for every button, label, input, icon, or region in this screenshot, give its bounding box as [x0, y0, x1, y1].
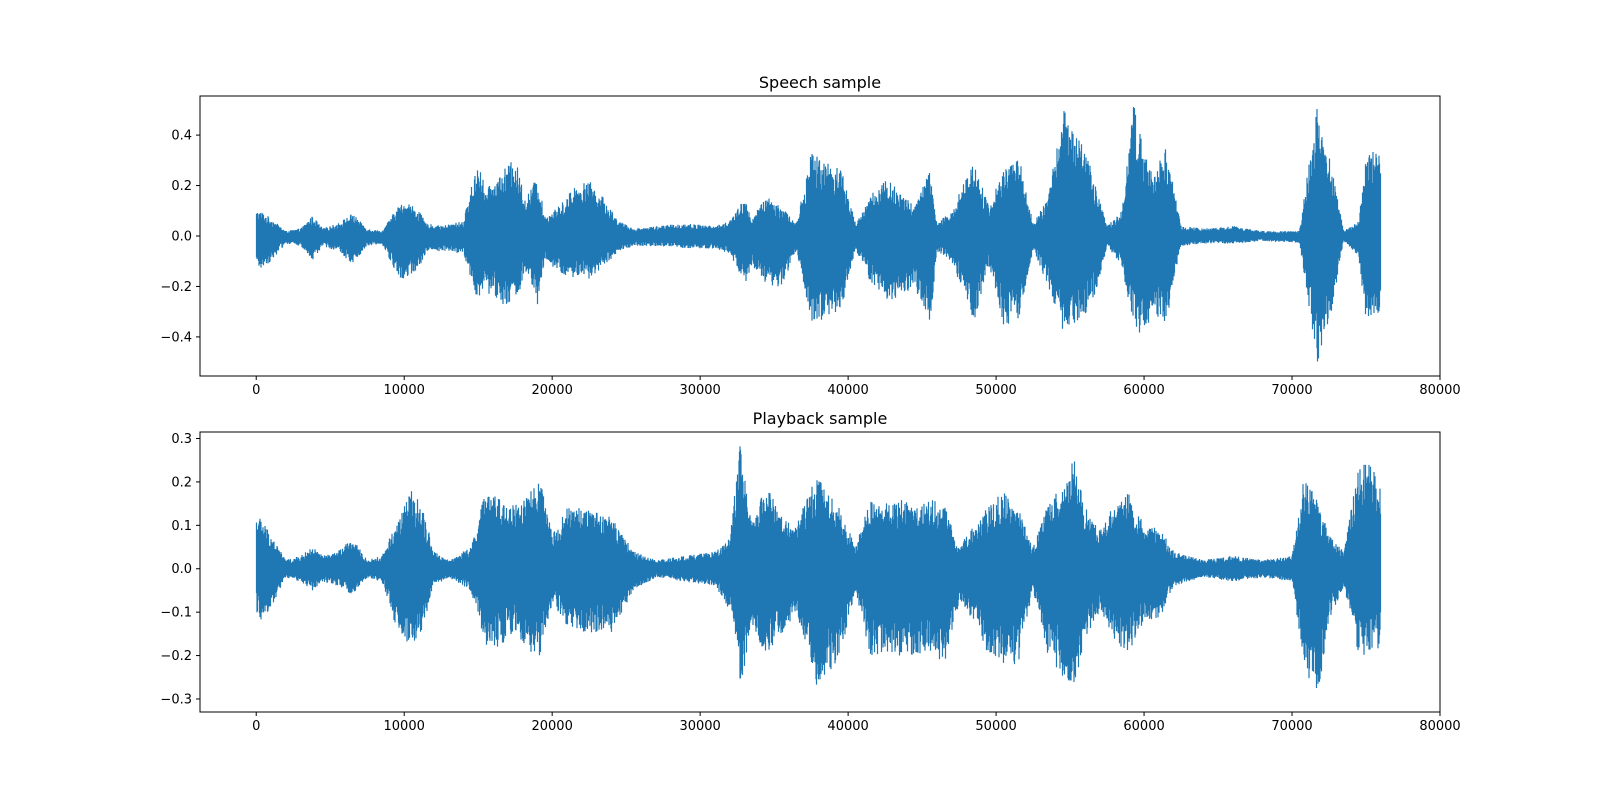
- playback-sample-waveform: [255, 446, 1382, 688]
- y-tick-label: −0.3: [160, 692, 192, 707]
- x-tick-label: 60000: [1123, 719, 1164, 734]
- playback-sample-axes: Playback sample 0 10000 20000 30000 40000 500…: [160, 409, 1460, 734]
- x-tick-label: 70000: [1271, 383, 1312, 398]
- x-tick-label: 70000: [1271, 719, 1312, 734]
- x-tick-label: 40000: [827, 719, 868, 734]
- speech-sample-axes: Speech sample 0 10000 20000 30000 40000 50000…: [160, 73, 1460, 398]
- y-tick-label: −0.2: [160, 649, 192, 664]
- x-tick-label: 60000: [1123, 383, 1164, 398]
- waveform-trace: [255, 107, 1382, 362]
- x-tick-label: 10000: [384, 719, 425, 734]
- x-tick-label: 20000: [531, 383, 572, 398]
- y-tick-label: 0.1: [171, 519, 192, 534]
- y-tick-label: 0.3: [171, 432, 192, 447]
- y-tick-label: 0.4: [171, 129, 192, 144]
- x-tick-label: 10000: [384, 383, 425, 398]
- speech-sample-ticks: 0 10000 20000 30000 40000 50000 60000 70000 8000…: [160, 129, 1460, 398]
- y-tick-label: −0.4: [160, 330, 192, 345]
- x-tick-label: 0: [252, 719, 260, 734]
- x-tick-label: 50000: [975, 383, 1016, 398]
- x-tick-label: 20000: [531, 719, 572, 734]
- y-tick-label: 0.2: [171, 179, 192, 194]
- speech-sample-waveform: [255, 107, 1382, 362]
- y-tick-label: −0.2: [160, 280, 192, 295]
- x-tick-label: 50000: [975, 719, 1016, 734]
- waveform-trace: [255, 446, 1382, 688]
- x-tick-label: 80000: [1419, 719, 1460, 734]
- playback-sample-title: Playback sample: [753, 409, 888, 428]
- speech-sample-frame: [199, 95, 1441, 377]
- x-tick-label: 30000: [679, 719, 720, 734]
- x-tick-label: 0: [252, 383, 260, 398]
- playback-sample-ticks: 0 10000 20000 30000 40000 50000 60000 70000 8000…: [160, 432, 1460, 734]
- y-tick-label: 0.0: [171, 562, 192, 577]
- y-tick-label: 0.2: [171, 475, 192, 490]
- x-tick-label: 40000: [827, 383, 868, 398]
- y-tick-label: 0.0: [171, 230, 192, 245]
- playback-sample-frame: [199, 431, 1441, 713]
- x-tick-label: 80000: [1419, 383, 1460, 398]
- y-tick-label: −0.1: [160, 606, 192, 621]
- speech-sample-title: Speech sample: [759, 73, 881, 92]
- x-tick-label: 30000: [679, 383, 720, 398]
